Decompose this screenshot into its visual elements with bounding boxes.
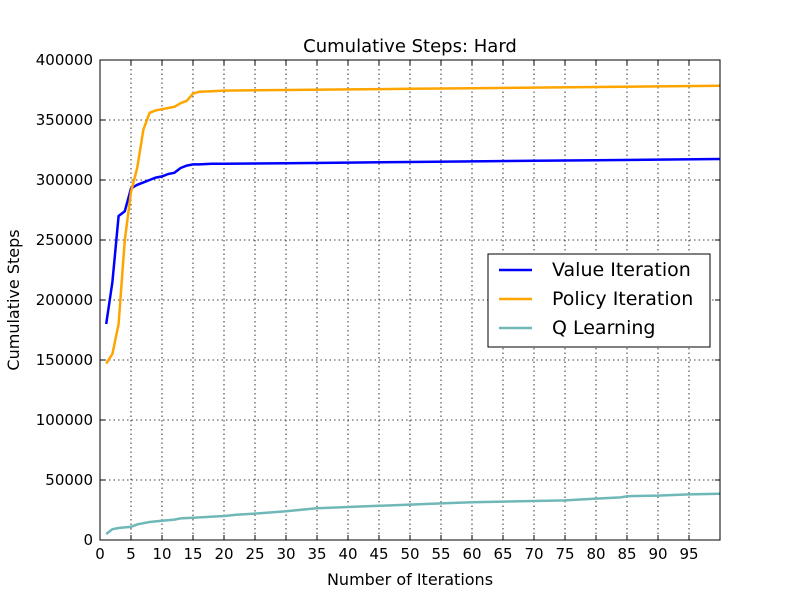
series-line-q-learning bbox=[105, 492, 721, 535]
x-tick-label: 85 bbox=[617, 545, 636, 563]
y-tick-label: 350000 bbox=[36, 111, 93, 129]
y-tick-label: 300000 bbox=[36, 171, 93, 189]
x-tick-label: 55 bbox=[431, 545, 450, 563]
legend-label: Policy Iteration bbox=[552, 288, 693, 310]
x-tick-label: 75 bbox=[555, 545, 574, 563]
legend-label: Q Learning bbox=[552, 317, 655, 339]
x-tick-label: 0 bbox=[95, 545, 105, 563]
x-tick-label: 45 bbox=[369, 545, 388, 563]
x-tick-label: 65 bbox=[493, 545, 512, 563]
x-tick-label: 90 bbox=[648, 545, 667, 563]
x-tick-label: 60 bbox=[462, 545, 481, 563]
y-tick-label: 250000 bbox=[36, 231, 93, 249]
y-tick-label: 100000 bbox=[36, 411, 93, 429]
legend-label: Value Iteration bbox=[552, 259, 691, 281]
legend: Value Iteration Policy Iteration Q Learnin… bbox=[487, 253, 711, 348]
x-tick-label: 80 bbox=[586, 545, 605, 563]
x-tick-label: 25 bbox=[245, 545, 264, 563]
x-tick-label: 35 bbox=[307, 545, 326, 563]
y-axis-title: Cumulative Steps bbox=[4, 229, 23, 370]
x-tick-label: 10 bbox=[152, 545, 171, 563]
y-tick-label: 400000 bbox=[36, 51, 93, 69]
x-tick-label: 95 bbox=[679, 545, 698, 563]
x-tick-label: 50 bbox=[400, 545, 419, 563]
chart-title: Cumulative Steps: Hard bbox=[303, 36, 517, 57]
x-tick-label: 40 bbox=[338, 545, 357, 563]
y-tick-label: 50000 bbox=[45, 471, 93, 489]
series-line-policy-iteration bbox=[105, 84, 721, 365]
x-tick-label: 30 bbox=[276, 545, 295, 563]
ticks: 0 5 10 15 20 25 30 35 40 45 50 55 60 65 70 75 80 85 90 95 0 5… bbox=[36, 51, 720, 563]
x-tick-label: 5 bbox=[126, 545, 136, 563]
x-tick-label: 20 bbox=[214, 545, 233, 563]
y-tick-label: 150000 bbox=[36, 351, 93, 369]
y-tick-label: 0 bbox=[83, 531, 93, 549]
x-tick-label: 70 bbox=[524, 545, 543, 563]
series-layer bbox=[104, 84, 721, 535]
x-axis-title: Number of Iterations bbox=[327, 570, 493, 589]
x-tick-label: 15 bbox=[183, 545, 202, 563]
y-tick-label: 200000 bbox=[36, 291, 93, 309]
